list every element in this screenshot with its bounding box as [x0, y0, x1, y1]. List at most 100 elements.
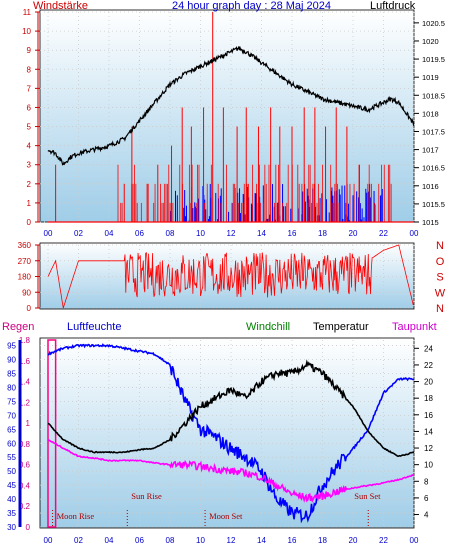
rain-tick-label: 0.4	[19, 481, 31, 490]
rain-tick-label: 1.6	[19, 357, 31, 366]
humidity-tick-label: 65	[7, 425, 16, 434]
pressure-tick-label: 1020.5	[422, 19, 445, 28]
humidity-tick-label: 80	[7, 383, 16, 392]
hour-tick-label-bottom: 02	[74, 536, 83, 545]
hour-tick-label-bottom: 10	[196, 536, 205, 545]
pressure-tick-label: 1015.5	[422, 200, 445, 209]
series-line-luftfeuchte	[47, 343, 415, 524]
panel-wind-pressure-bg	[39, 9, 415, 223]
humidity-tick-label: 95	[7, 342, 16, 351]
hour-tick-label-bottom: 20	[349, 536, 358, 545]
pressure-tick-label: 1018.5	[422, 91, 445, 100]
temp-tick-label: 4	[424, 511, 429, 520]
rain-tick-label: 0	[26, 523, 31, 532]
hour-tick-label-bottom: 00	[44, 536, 53, 545]
temp-tick-label: 16	[424, 411, 433, 420]
hour-tick-label: 14	[257, 229, 266, 238]
rain-tick-label: 0.2	[19, 502, 31, 511]
pressure-tick-label: 1016.5	[422, 164, 445, 173]
humidity-tick-label: 60	[7, 439, 16, 448]
humidity-tick-label: 40	[7, 495, 16, 504]
rain-tick-label: 1.2	[19, 398, 31, 407]
wind-tick-label: 7	[27, 84, 32, 93]
astro-annotation: Moon Rise	[57, 511, 95, 521]
hour-tick-label-bottom: 22	[379, 536, 388, 545]
wind-tick-label: 10	[22, 27, 31, 36]
pressure-tick-label: 1018	[422, 109, 439, 118]
pressure-tick-label: 1020	[422, 37, 439, 46]
humidity-tick-label: 55	[7, 453, 16, 462]
direction-tick-label: 90	[22, 288, 31, 297]
pressure-tick-label: 1019.5	[422, 55, 445, 64]
temp-tick-label: 6	[424, 494, 429, 503]
chart-title: 24 hour graph day : 28 Maj 2024	[172, 0, 331, 12]
hour-tick-label: 22	[379, 229, 388, 238]
hour-tick-label: 00	[44, 229, 53, 238]
hour-tick-label: 18	[318, 229, 327, 238]
panel-humidity-temp-bg	[39, 337, 415, 529]
hour-tick-label-bottom: 12	[227, 536, 236, 545]
compass-label: N	[436, 240, 444, 252]
humidity-tick-label: 50	[7, 467, 16, 476]
direction-tick-label: 180	[18, 273, 32, 282]
hour-tick-label-bottom: 18	[318, 536, 327, 545]
hour-tick-label: 00	[410, 229, 419, 238]
hour-tick-label-bottom: 00	[410, 536, 419, 545]
pressure-tick-label: 1015	[422, 218, 439, 227]
rain-tick-label: 1	[26, 419, 31, 428]
temperatur-label: Temperatur	[313, 321, 369, 333]
temp-tick-label: 20	[424, 378, 433, 387]
pressure-tick-label: 1017	[422, 146, 439, 155]
wind-tick-label: 11	[23, 8, 32, 17]
rain-tick-label: 1.4	[19, 378, 31, 387]
hour-tick-label: 20	[349, 229, 358, 238]
temp-tick-label: 22	[424, 361, 433, 370]
compass-label: W	[435, 287, 446, 299]
wind-tick-label: 9	[27, 46, 32, 55]
humidity-tick-label: 75	[7, 397, 16, 406]
hour-tick-label: 04	[105, 229, 114, 238]
hour-tick-label: 08	[166, 229, 175, 238]
hour-tick-label: 10	[196, 229, 205, 238]
hour-tick-label-bottom: 04	[105, 536, 114, 545]
pressure-tick-label: 1016	[422, 182, 439, 191]
hour-tick-label-bottom: 08	[166, 536, 175, 545]
wind-tick-label: 2	[27, 180, 32, 189]
compass-label: O	[436, 256, 445, 268]
series-line-temperatur	[47, 359, 415, 458]
luftdruck-label: Luftdruck	[370, 0, 416, 12]
rain-tick-label: 1.8	[19, 336, 31, 345]
humidity-tick-label: 45	[7, 481, 16, 490]
wind-tick-label: 4	[27, 142, 32, 151]
wind-tick-label: 6	[27, 103, 32, 112]
humidity-tick-label: 90	[7, 356, 16, 365]
taupunkt-label: Taupunkt	[392, 321, 437, 333]
direction-tick-label: 0	[27, 304, 32, 313]
hour-tick-label-bottom: 06	[135, 536, 144, 545]
humidity-tick-label: 35	[7, 509, 16, 518]
rain-tick-label: 0.6	[19, 461, 31, 470]
pressure-line	[47, 45, 415, 166]
axes-layer: 0123456789101110151015.510161016.5101710…	[7, 8, 446, 545]
hour-tick-label-bottom: 14	[257, 536, 266, 545]
hour-tick-label: 02	[74, 229, 83, 238]
direction-tick-label: 360	[18, 241, 32, 250]
wind-tick-label: 5	[27, 123, 32, 132]
wind-tick-label: 8	[27, 65, 32, 74]
astro-annotation: Sun Rise	[131, 491, 162, 501]
direction-tick-label: 270	[18, 257, 32, 266]
hour-tick-label: 06	[135, 229, 144, 238]
luftfeuchte-label: Luftfeuchte	[67, 321, 121, 333]
windchill-label: Windchill	[246, 321, 290, 333]
regen-label: Regen	[2, 321, 34, 333]
astro-annotation: Moon Set	[209, 511, 243, 521]
compass-label: N	[436, 303, 444, 315]
hour-tick-label: 16	[288, 229, 297, 238]
humidity-tick-label: 70	[7, 411, 16, 420]
marks-layer: Moon Rise Sun Rise Moon Set Sun Set	[47, 12, 415, 528]
temp-tick-label: 18	[424, 394, 433, 403]
wind-tick-label: 1	[27, 199, 32, 208]
humidity-tick-label: 85	[7, 369, 16, 378]
hour-tick-label-bottom: 16	[288, 536, 297, 545]
